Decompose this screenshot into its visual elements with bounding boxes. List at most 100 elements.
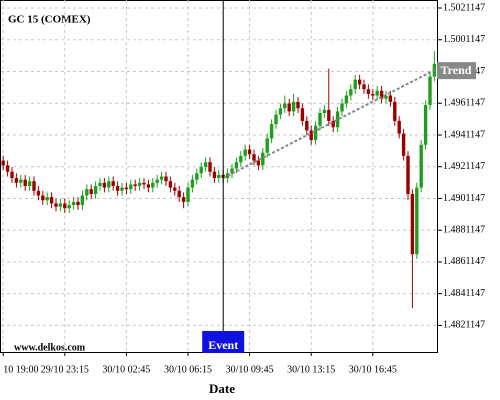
candle-body <box>397 120 401 134</box>
candle-body <box>89 189 93 194</box>
candle-body <box>5 165 10 172</box>
candle-body <box>230 168 234 174</box>
candle-body <box>23 179 27 186</box>
candle-body <box>269 124 274 139</box>
candle-body <box>181 197 186 202</box>
candle-body <box>283 103 287 109</box>
candle-body <box>366 89 371 94</box>
candle-body <box>195 173 199 180</box>
candle-body <box>357 79 362 85</box>
candle-body <box>63 203 67 209</box>
candle-body <box>300 108 305 121</box>
candle-body <box>423 105 428 145</box>
candle-body <box>41 195 45 201</box>
candle-body <box>256 160 261 166</box>
chart-title: GC 15 (COMEX) <box>8 14 91 26</box>
candle-body <box>98 182 102 186</box>
candle-body <box>327 109 331 121</box>
candle-body <box>168 181 173 188</box>
candle-body <box>274 114 278 125</box>
candle-body <box>133 184 137 186</box>
candle-body <box>340 103 344 112</box>
watermark: www.delkos.com <box>14 342 86 353</box>
candle-body <box>278 108 283 115</box>
candle-body <box>344 95 349 104</box>
candle-body <box>247 149 252 155</box>
x-tick-label: 30/10 02:45 <box>102 364 150 375</box>
event-label: Event <box>208 338 238 352</box>
candle-body <box>14 178 19 183</box>
candle-body <box>371 93 375 96</box>
candle-body <box>296 101 300 109</box>
y-tick-label: 1.4941147 <box>443 129 485 140</box>
candle-body <box>419 144 423 188</box>
candle-body <box>159 176 164 180</box>
candle-body <box>388 95 393 102</box>
candle-body <box>36 190 41 196</box>
candle-body <box>186 187 190 202</box>
candle-body <box>379 90 384 99</box>
candle-body <box>234 162 239 169</box>
trend-label: Trend <box>441 63 472 77</box>
candle-body <box>353 79 357 90</box>
y-tick-label: 1.4961147 <box>443 98 485 109</box>
candle-body <box>67 205 71 209</box>
x-tick-label: 10 19:00 <box>3 364 38 375</box>
candle-body <box>384 95 388 99</box>
candle-body <box>49 197 54 204</box>
candle-body <box>406 155 410 194</box>
x-tick-label: 30/10 06:15 <box>164 364 212 375</box>
x-tick-label: 29/10 23:15 <box>41 364 89 375</box>
candle-body <box>27 181 32 186</box>
y-tick-label: 1.4841147 <box>443 288 485 299</box>
candle-body <box>375 90 379 96</box>
candle-body <box>80 195 85 206</box>
y-tick-label: 1.4861147 <box>443 256 485 267</box>
candle-body <box>331 120 335 128</box>
y-tick-label: 1.4901147 <box>443 193 485 204</box>
candle-body <box>217 174 221 179</box>
candle-body <box>54 203 58 207</box>
candle-body <box>261 152 265 166</box>
candle-body <box>1 160 5 166</box>
candle-body <box>393 101 397 121</box>
candle-body <box>173 187 177 191</box>
x-axis-label: Date <box>209 381 235 396</box>
candle-body <box>428 76 432 106</box>
candle-body <box>45 197 49 201</box>
x-tick-label: 30/10 16:45 <box>349 364 397 375</box>
candle-body <box>76 201 80 206</box>
candle-body <box>252 154 256 161</box>
candle-body <box>93 185 98 194</box>
candle-body <box>137 182 142 186</box>
candle-body <box>313 125 318 140</box>
candle-body <box>10 171 14 179</box>
candle-body <box>265 138 269 153</box>
candle-body <box>309 130 313 140</box>
trend-box <box>437 62 476 80</box>
candle-body <box>239 155 243 163</box>
candle-body <box>146 184 151 188</box>
candle-body <box>129 184 133 190</box>
candle-body <box>151 182 155 188</box>
candle-body <box>71 201 76 206</box>
y-tick-label: 1.5001147 <box>443 34 485 45</box>
candle-body <box>115 185 120 191</box>
candle-body <box>335 111 340 128</box>
candle-body <box>362 84 366 90</box>
x-tick-label: 30/10 09:45 <box>226 364 274 375</box>
candle-body <box>212 171 217 179</box>
candle-body <box>199 166 203 174</box>
candle-body <box>107 181 111 188</box>
y-tick-label: 1.5021147 <box>443 2 485 13</box>
candle-body <box>58 203 63 207</box>
candle-body <box>120 187 124 191</box>
candle-body <box>208 162 212 172</box>
candle-body <box>19 179 23 183</box>
candle-body <box>401 133 406 156</box>
y-tick-label: 1.4881147 <box>443 224 485 235</box>
candle-body <box>177 190 181 198</box>
x-tick-label: 30/10 13:15 <box>287 364 335 375</box>
y-tick-label: 1.4821147 <box>443 320 485 331</box>
